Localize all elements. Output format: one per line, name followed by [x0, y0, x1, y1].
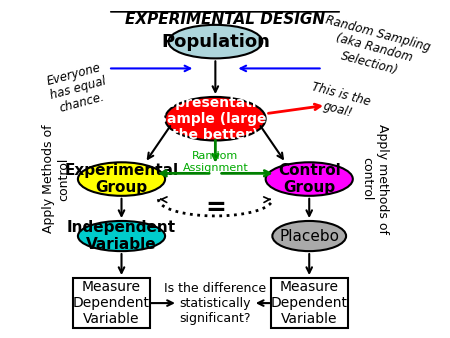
Text: Measure
Dependent
Variable: Measure Dependent Variable	[271, 280, 348, 326]
Ellipse shape	[165, 97, 266, 141]
Text: Measure
Dependent
Variable: Measure Dependent Variable	[73, 280, 150, 326]
FancyBboxPatch shape	[271, 278, 348, 328]
Text: Experimental
Group: Experimental Group	[64, 163, 179, 195]
Text: =: =	[205, 196, 226, 220]
Text: Apply methods of
control: Apply methods of control	[360, 124, 389, 234]
Text: Independent
Variable: Independent Variable	[67, 220, 176, 252]
Text: Control
Group: Control Group	[278, 163, 341, 195]
Text: Random Sampling
(aka Random
Selection): Random Sampling (aka Random Selection)	[316, 14, 432, 83]
FancyBboxPatch shape	[73, 278, 150, 328]
Text: Is the difference
statistically
significant?: Is the difference statistically signific…	[164, 282, 266, 324]
Ellipse shape	[78, 162, 165, 196]
Ellipse shape	[272, 221, 346, 251]
Text: Representative
Sample (larger
the better): Representative Sample (larger the better…	[155, 96, 275, 142]
Text: This is the
goal!: This is the goal!	[306, 81, 372, 123]
Ellipse shape	[266, 162, 353, 196]
Text: Everyone
has equal
chance.: Everyone has equal chance.	[45, 61, 111, 117]
Ellipse shape	[78, 221, 165, 251]
Ellipse shape	[168, 25, 262, 58]
Text: EXPERIMENTAL DESIGN: EXPERIMENTAL DESIGN	[125, 12, 325, 27]
Text: Placebo: Placebo	[279, 228, 339, 244]
Text: Apply Methods of
control: Apply Methods of control	[42, 125, 70, 233]
Text: Random
Assignment: Random Assignment	[183, 151, 248, 173]
Text: Population: Population	[161, 32, 270, 51]
